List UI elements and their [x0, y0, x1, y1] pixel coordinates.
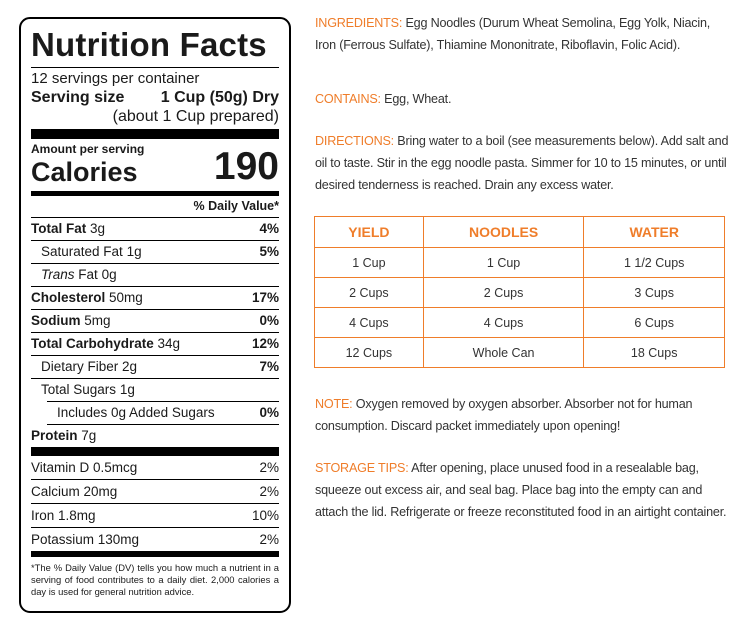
- nutrient-row-cholesterol: Cholesterol 50mg 17%: [31, 287, 279, 310]
- ingredients-section: INGREDIENTS: Egg Noodles (Durum Wheat Se…: [315, 12, 730, 56]
- contains-section: CONTAINS: Egg, Wheat.: [315, 88, 730, 110]
- serving-size-value: 1 Cup (50g) Dry: [160, 89, 279, 106]
- column-header-yield: YIELD: [314, 216, 424, 248]
- daily-value: 2%: [259, 484, 279, 499]
- daily-value: 0%: [259, 313, 279, 328]
- ingredients-text: Egg Noodles (Durum Wheat Semolina, Egg Y…: [315, 16, 711, 52]
- vitamin-row-calcium: Calcium 20mg 2%: [31, 480, 279, 504]
- daily-value: 2%: [259, 532, 279, 547]
- table-row: 2 Cups 2 Cups 3 Cups: [314, 277, 725, 308]
- medium-divider: [31, 552, 279, 557]
- nutrient-row-dietary-fiber: Dietary Fiber 2g 7%: [31, 356, 279, 379]
- table-header-row: YIELD NOODLES WATER: [314, 216, 725, 248]
- yield-table: YIELD NOODLES WATER 1 Cup 1 Cup 1 1/2 Cu…: [314, 216, 725, 368]
- contains-text: Egg, Wheat.: [384, 92, 452, 106]
- nutrient-row-sodium: Sodium 5mg 0%: [31, 310, 279, 333]
- table-cell: 1 Cup: [422, 247, 585, 278]
- vitamin-row-vitamin-d: Vitamin D 0.5mcg 2%: [31, 456, 279, 480]
- storage-tips-text: After opening, place unused food in a re…: [315, 461, 727, 519]
- note-text: Oxygen removed by oxygen absorber. Absor…: [315, 397, 693, 433]
- servings-per-container: 12 servings per container: [31, 70, 200, 87]
- nutrient-row-protein: Protein 7g: [31, 428, 97, 443]
- daily-value: 10%: [251, 508, 279, 523]
- medium-divider: [31, 191, 279, 196]
- nutrient-row-total-sugars: Total Sugars 1g: [41, 382, 135, 397]
- directions-text: Bring water to a boil (see measurements …: [315, 134, 729, 192]
- nutrient-row-total-fat: Total Fat 3g 4%: [31, 218, 279, 241]
- daily-value-header: % Daily Value*: [31, 196, 279, 218]
- table-cell: 4 Cups: [314, 307, 424, 338]
- directions-label: DIRECTIONS:: [315, 134, 394, 148]
- table-row: 12 Cups Whole Can 18 Cups: [314, 337, 725, 368]
- column-header-water: WATER: [583, 216, 725, 248]
- storage-tips-section: STORAGE TIPS: After opening, place unuse…: [315, 457, 730, 523]
- calories-value: 190: [213, 145, 279, 188]
- vitamin-row-potassium: Potassium 130mg 2%: [31, 528, 279, 552]
- table-cell: 12 Cups: [314, 337, 424, 368]
- directions-section: DIRECTIONS: Bring water to a boil (see m…: [315, 130, 730, 196]
- table-cell: 4 Cups: [422, 307, 585, 338]
- nutrient-row-total-carbohydrate: Total Carbohydrate 34g 12%: [31, 333, 279, 356]
- nutrition-facts-label: Nutrition Facts 12 servings per containe…: [19, 17, 291, 613]
- divider: [31, 67, 279, 68]
- vitamin-row-iron: Iron 1.8mg 10%: [31, 504, 279, 528]
- contains-label: CONTAINS:: [315, 92, 381, 106]
- amount-per-serving: Amount per serving: [31, 142, 145, 156]
- nutrient-row-saturated-fat: Saturated Fat 1g 5%: [31, 241, 279, 264]
- column-header-noodles: NOODLES: [422, 216, 585, 248]
- daily-value-footnote: *The % Daily Value (DV) tells you how mu…: [31, 562, 279, 597]
- ingredients-label: INGREDIENTS:: [315, 16, 403, 30]
- storage-tips-label: STORAGE TIPS:: [315, 461, 409, 475]
- thick-divider: [31, 129, 279, 139]
- nutrition-title: Nutrition Facts: [31, 26, 267, 63]
- serving-size-label: Serving size: [31, 89, 125, 106]
- daily-value: 2%: [259, 460, 279, 475]
- table-cell: 6 Cups: [583, 307, 725, 338]
- daily-value: 5%: [259, 244, 279, 259]
- table-cell: 1 1/2 Cups: [583, 247, 725, 278]
- note-label: NOTE:: [315, 397, 353, 411]
- daily-value: 12%: [251, 336, 279, 351]
- table-cell: 18 Cups: [583, 337, 725, 368]
- table-row: 1 Cup 1 Cup 1 1/2 Cups: [314, 247, 725, 278]
- table-row: 4 Cups 4 Cups 6 Cups: [314, 307, 725, 338]
- table-cell: Whole Can: [422, 337, 585, 368]
- daily-value: 17%: [251, 290, 279, 305]
- daily-value: 7%: [259, 359, 279, 374]
- calories-label: Calories: [31, 157, 138, 187]
- thick-divider: [31, 447, 279, 456]
- table-cell: 3 Cups: [583, 277, 725, 308]
- calories-row: Calories 190: [31, 147, 279, 188]
- serving-size-prepared: (about 1 Cup prepared): [112, 108, 279, 125]
- serving-size-row: Serving size 1 Cup (50g) Dry: [31, 88, 279, 107]
- daily-value: 0%: [259, 405, 279, 420]
- nutrient-row-trans-fat: Trans Fat 0g: [31, 264, 279, 287]
- table-cell: 2 Cups: [422, 277, 585, 308]
- nutrient-row-added-sugars: Includes 0g Added Sugars 0%: [47, 401, 279, 425]
- daily-value: 4%: [259, 221, 279, 236]
- note-section: NOTE: Oxygen removed by oxygen absorber.…: [315, 393, 730, 437]
- table-cell: 2 Cups: [314, 277, 424, 308]
- table-cell: 1 Cup: [314, 247, 424, 278]
